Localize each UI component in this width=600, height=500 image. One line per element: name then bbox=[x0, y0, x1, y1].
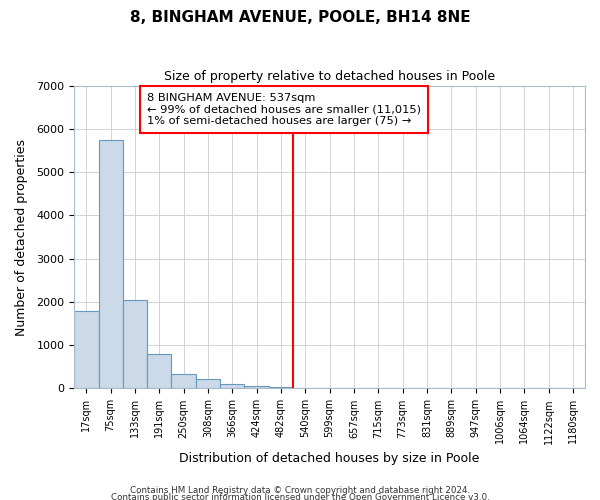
X-axis label: Distribution of detached houses by size in Poole: Distribution of detached houses by size … bbox=[179, 452, 480, 465]
Bar bbox=[196, 379, 220, 388]
Title: Size of property relative to detached houses in Poole: Size of property relative to detached ho… bbox=[164, 70, 495, 83]
Y-axis label: Number of detached properties: Number of detached properties bbox=[15, 138, 28, 336]
Bar bbox=[244, 386, 269, 388]
Bar bbox=[147, 354, 172, 388]
Bar bbox=[269, 387, 293, 388]
Bar bbox=[220, 384, 244, 388]
Text: Contains public sector information licensed under the Open Government Licence v3: Contains public sector information licen… bbox=[110, 494, 490, 500]
Text: 8, BINGHAM AVENUE, POOLE, BH14 8NE: 8, BINGHAM AVENUE, POOLE, BH14 8NE bbox=[130, 10, 470, 25]
Bar bbox=[98, 140, 123, 388]
Bar bbox=[123, 300, 147, 388]
Text: Contains HM Land Registry data © Crown copyright and database right 2024.: Contains HM Land Registry data © Crown c… bbox=[130, 486, 470, 495]
Bar bbox=[74, 312, 98, 388]
Bar bbox=[172, 374, 196, 388]
Text: 8 BINGHAM AVENUE: 537sqm
← 99% of detached houses are smaller (11,015)
1% of sem: 8 BINGHAM AVENUE: 537sqm ← 99% of detach… bbox=[147, 93, 421, 126]
